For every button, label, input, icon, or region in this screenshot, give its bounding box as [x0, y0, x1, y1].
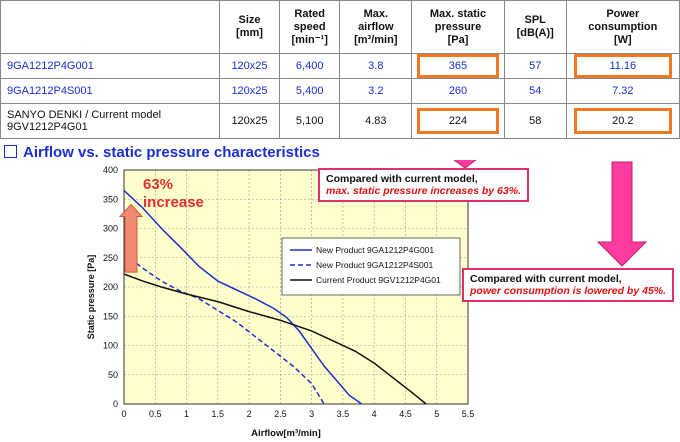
spl-cell: 54 [503, 78, 567, 104]
table-row: 9GA1212P4G001 120x25 6,400 3.8 365 57 11… [0, 53, 680, 79]
y-axis-label: Static pressure [Pa] [86, 255, 96, 340]
pressure-callout-line1: Compared with current model, [326, 173, 478, 185]
power-cell: 7.32 [565, 78, 680, 104]
header-speed: Rated speed [min⁻¹] [278, 0, 341, 54]
y-tick-label: 100 [103, 341, 118, 351]
model-number: 9GV1212P4G01 [7, 121, 88, 133]
speed-cell: 5,400 [278, 78, 341, 104]
series-line-1 [123, 189, 363, 405]
table-row: SANYO DENKI / Current model 9GV1212P4G01… [0, 103, 680, 139]
model-cell: 9GA1212P4G001 [0, 53, 220, 79]
pressure-cell: 365 [411, 53, 505, 79]
spec-table: Size [mm] Rated speed [min⁻¹] Max. airfl… [0, 0, 680, 139]
x-tick-label: 0 [121, 409, 126, 419]
y-tick-label: 200 [103, 282, 118, 292]
header-size: Size [mm] [219, 0, 280, 54]
series-line-2 [123, 252, 325, 405]
legend-entry: Current Product 9GV1212P4G01 [316, 275, 441, 285]
x-tick-label: 5 [434, 409, 439, 419]
airflow-cell: 3.8 [339, 53, 413, 79]
header-model [0, 0, 220, 54]
y-tick-label: 250 [103, 253, 118, 263]
pressure-arrow [453, 160, 477, 169]
header-spl: SPL [dB(A)] [503, 0, 567, 54]
increase-label: 63% increase [143, 176, 204, 212]
size-cell: 120x25 [219, 78, 280, 104]
square-icon [4, 145, 17, 158]
x-axis-label: Airflow[m³/min] [251, 428, 321, 439]
legend-box [281, 237, 461, 296]
power-cell: 20.2 [565, 103, 680, 139]
y-tick-label: 50 [108, 370, 118, 380]
x-tick-label: 1.5 [212, 409, 225, 419]
x-tick-label: 3 [309, 409, 314, 419]
power-highlight: 20.2 [573, 108, 672, 134]
model-cell: 9GA1212P4S001 [0, 78, 220, 104]
pressure-cell: 260 [411, 78, 505, 104]
y-tick-label: 350 [103, 194, 118, 204]
increase-arrow [118, 203, 144, 273]
power-callout-line1: Compared with current model, [470, 273, 622, 285]
model-maker: SANYO DENKI / Current model [7, 109, 162, 121]
legend-entry: New Product 9GA1212P4S001 [316, 260, 433, 270]
x-tick-label: 4 [372, 409, 377, 419]
table-row: 9GA1212P4S001 120x25 5,400 3.2 260 54 7.… [0, 78, 680, 104]
spl-cell: 58 [503, 103, 567, 139]
power-callout: Compared with current model, power consu… [462, 268, 675, 302]
x-tick-label: 5.5 [462, 409, 475, 419]
header-airflow: Max. airflow [m³/min] [339, 0, 413, 54]
speed-cell: 5,100 [278, 103, 341, 139]
section-title: Airflow vs. static pressure characterist… [4, 144, 320, 161]
increase-word: increase [143, 194, 204, 211]
airflow-cell: 4.83 [339, 103, 413, 139]
x-tick-label: 0.5 [149, 409, 162, 419]
y-tick-label: 0 [113, 399, 118, 409]
pressure-highlight: 224 [417, 108, 499, 134]
pressure-callout: Compared with current model, max. static… [318, 168, 529, 202]
increase-percent: 63% [143, 176, 174, 193]
series-line-3 [123, 273, 427, 405]
x-tick-label: 2.5 [274, 409, 287, 419]
legend-entry: New Product 9GA1212P4G001 [316, 245, 434, 255]
pressure-highlight: 365 [417, 54, 499, 78]
spl-cell: 57 [503, 53, 567, 79]
size-cell: 120x25 [219, 53, 280, 79]
model-cell: SANYO DENKI / Current model 9GV1212P4G01 [0, 103, 220, 139]
header-power: Power consumption [W] [565, 0, 680, 54]
size-cell: 120x25 [219, 103, 280, 139]
x-tick-label: 4.5 [399, 409, 412, 419]
airflow-cell: 3.2 [339, 78, 413, 104]
power-callout-line2: power consumption is lowered by 45%. [470, 285, 667, 297]
x-tick-label: 2 [247, 409, 252, 419]
y-tick-label: 400 [103, 165, 118, 175]
y-tick-label: 300 [103, 224, 118, 234]
section-title-text: Airflow vs. static pressure characterist… [23, 144, 320, 161]
pressure-callout-line2: max. static pressure increases by 63%. [326, 185, 521, 197]
airflow-pressure-chart: 0 0.5 1 1.5 2 2.5 3 3.5 4 4.5 5 5.5 0 50 100 150 200 250 3… [86, 160, 648, 439]
y-tick-label: 150 [103, 311, 118, 321]
power-highlight: 11.16 [573, 54, 672, 78]
header-pressure: Max. static pressure [Pa] [411, 0, 505, 54]
x-tick-label: 3.5 [337, 409, 350, 419]
power-cell: 11.16 [565, 53, 680, 79]
pressure-cell: 224 [411, 103, 505, 139]
x-tick-label: 1 [184, 409, 189, 419]
speed-cell: 6,400 [278, 53, 341, 79]
power-arrow [596, 161, 648, 267]
